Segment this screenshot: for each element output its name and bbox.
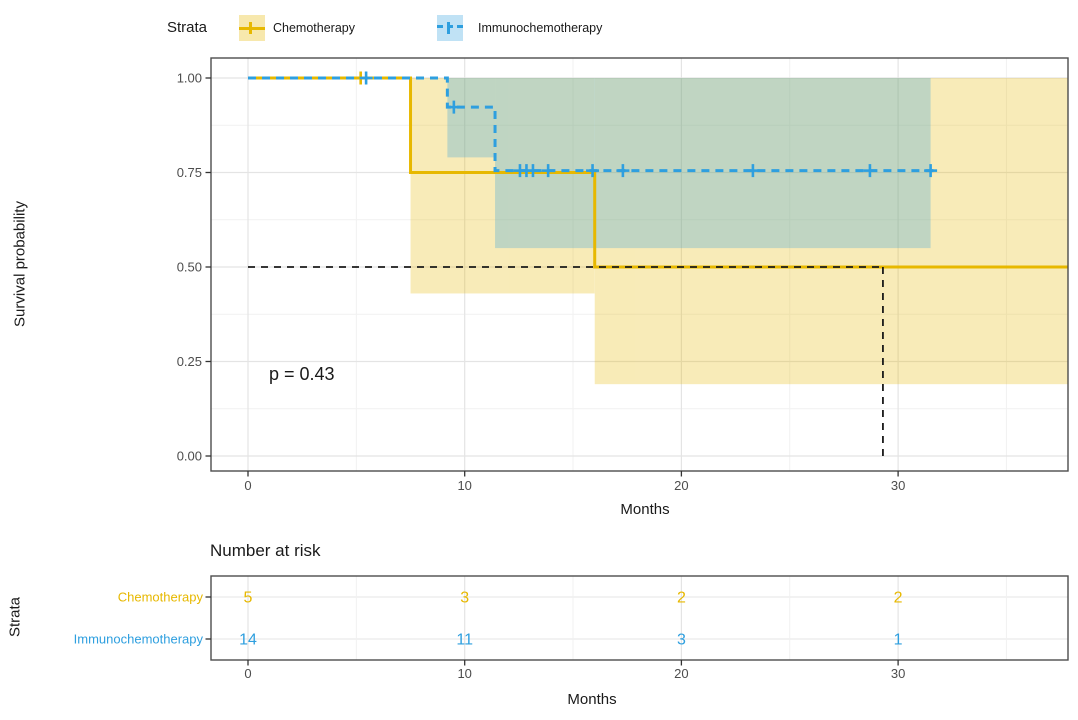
survival-curve-chemotherapy: [248, 76, 1068, 269]
survival-curve-immunochemotherapy: [248, 76, 935, 173]
y-axis-main: 1.00 0.75 0.50 0.25 0.00: [177, 71, 211, 464]
risk-table-row-chemotherapy: Chemotherapy 5 3 2 2: [118, 590, 903, 607]
risk-x-axis-tick-label: 10: [457, 666, 471, 681]
legend-label-chemotherapy: Chemotherapy: [273, 21, 355, 35]
risk-count-value: 2: [677, 590, 686, 607]
y-axis-tick-label: 1.00: [177, 71, 202, 86]
legend-label-immunochemotherapy: Immunochemotherapy: [478, 21, 603, 35]
risk-count-value: 2: [894, 590, 903, 607]
confidence-band-immunochemotherapy: [447, 78, 931, 249]
risk-x-axis-tick-label: 30: [891, 666, 905, 681]
y-axis-tick-label: 0.25: [177, 354, 202, 369]
legend-line-immunochemotherapy: [437, 25, 463, 28]
x-axis-tick-label: 20: [674, 478, 688, 493]
confidence-band-chemotherapy: [410, 78, 1068, 385]
y-axis-tick-label: 0.00: [177, 449, 202, 464]
x-axis-tick-label: 30: [891, 478, 905, 493]
risk-x-axis-tick-label: 20: [674, 666, 688, 681]
ci-rect: [447, 78, 496, 158]
x-axis-title-main: Months: [620, 501, 670, 518]
risk-count-value: 3: [460, 590, 469, 607]
x-axis-title-risk: Months: [567, 691, 617, 708]
risk-count-value: 3: [677, 632, 686, 649]
ci-rect: [594, 78, 1068, 385]
risk-table-row-immunochemotherapy: Immunochemotherapy 14 11 3 1: [74, 632, 903, 649]
risk-table-title: Number at risk: [210, 541, 321, 560]
x-axis-tick-label: 0: [244, 478, 251, 493]
legend-key-chemotherapy-icon: [239, 15, 265, 41]
median-survival-reference-line: [248, 266, 884, 456]
risk-row-label: Immunochemotherapy: [74, 632, 204, 647]
ci-rect: [410, 78, 595, 294]
risk-table-grid: [211, 576, 1068, 660]
x-axis-risk: 0 10 20 30: [244, 660, 905, 681]
x-axis-tick-label: 10: [457, 478, 471, 493]
y-axis-tick-label: 0.50: [177, 260, 202, 275]
censor-marks-immunochemotherapy: [359, 71, 938, 178]
x-axis-main: 0 10 20 30: [244, 471, 905, 493]
risk-count-value: 11: [456, 632, 473, 649]
risk-x-axis-tick-label: 0: [244, 666, 251, 681]
pvalue-annotation: p = 0.43: [269, 364, 335, 384]
main-panel-border: [210, 57, 1069, 472]
risk-table-border: [210, 575, 1069, 661]
ci-rect: [495, 78, 931, 249]
legend-censor-cross-chemotherapy: [249, 22, 252, 34]
risk-row-label: Chemotherapy: [118, 590, 204, 605]
risk-table-strata-axis-title: Strata: [6, 596, 24, 638]
legend-title: Strata: [167, 19, 208, 36]
risk-count-value: 14: [239, 632, 257, 649]
y-axis-title: Survival probability: [11, 201, 29, 327]
risk-count-value: 5: [244, 590, 253, 607]
legend-key-immunochemotherapy-icon: [437, 15, 463, 41]
legend-line-chemotherapy: [239, 26, 265, 30]
risk-count-value: 1: [894, 632, 903, 649]
legend-censor-cross-immunochemotherapy: [447, 22, 450, 34]
y-axis-tick-label: 0.75: [177, 165, 202, 180]
